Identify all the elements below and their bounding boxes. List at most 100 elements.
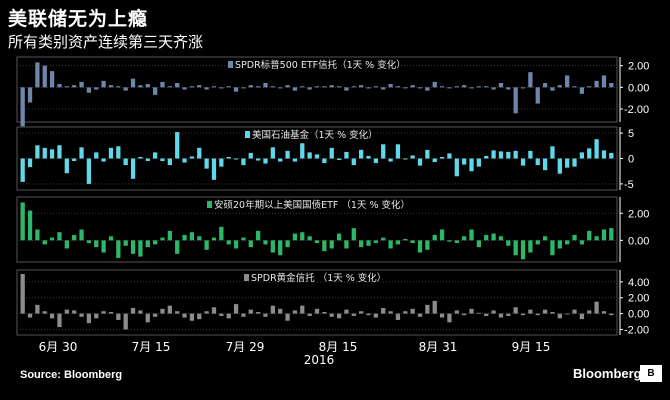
bar xyxy=(432,158,437,163)
bar xyxy=(27,158,33,168)
bar xyxy=(491,150,496,159)
bar xyxy=(211,158,217,180)
bar xyxy=(72,158,77,162)
panel-frame xyxy=(16,269,618,336)
bar xyxy=(403,158,408,160)
bar xyxy=(64,309,69,314)
bar xyxy=(138,156,143,159)
bar xyxy=(454,310,459,314)
bar xyxy=(388,84,393,88)
chart-title: 美联储无为上瘾 xyxy=(8,8,149,30)
bar xyxy=(270,147,275,159)
bar xyxy=(219,158,224,167)
bar xyxy=(609,152,614,159)
brand-logo: Bloomberg xyxy=(573,366,642,381)
bar xyxy=(27,313,33,318)
bar xyxy=(344,309,349,314)
panel-3: 2.00 0.00 安硕20年期以上美国国债ETF （1天 % 变化） xyxy=(16,196,649,263)
bar xyxy=(233,87,239,92)
bar xyxy=(300,86,305,88)
panel-frame xyxy=(16,196,618,263)
bar xyxy=(447,240,452,242)
bar xyxy=(336,233,342,241)
bar xyxy=(395,313,401,320)
bar xyxy=(542,83,548,88)
bar xyxy=(204,240,209,250)
bar xyxy=(79,81,84,88)
bar xyxy=(572,158,577,167)
bar xyxy=(410,240,415,244)
bar xyxy=(35,62,40,88)
y-tick-label: 2.00 xyxy=(628,61,649,73)
bar xyxy=(476,86,482,88)
bar xyxy=(167,230,172,241)
bar xyxy=(182,87,187,90)
bar xyxy=(130,240,136,254)
bar xyxy=(211,237,217,241)
bar xyxy=(123,313,128,330)
x-axis-year: 2016 xyxy=(304,353,335,367)
bar xyxy=(344,151,349,159)
bar xyxy=(57,145,62,159)
bar xyxy=(454,240,459,244)
bar xyxy=(447,153,452,159)
x-tick-label: 7月 15 xyxy=(132,340,171,354)
panel-2: 5 0 -5 美国石油基金（1天 % 变化） xyxy=(16,126,634,191)
bar xyxy=(138,240,143,257)
bar xyxy=(609,83,614,88)
bar xyxy=(447,87,452,89)
panel-label: SPDR黄金信托 （1天 % 变化） xyxy=(251,272,386,284)
x-tick-label: 6月 30 xyxy=(39,340,78,354)
bar xyxy=(57,313,62,328)
bar xyxy=(439,229,445,241)
y-tick-label: 0.00 xyxy=(628,309,649,321)
legend-swatch xyxy=(207,201,212,208)
bar xyxy=(484,86,489,88)
bar xyxy=(491,310,496,314)
bar xyxy=(256,230,261,241)
bar xyxy=(49,313,55,319)
bar xyxy=(351,228,356,241)
bar xyxy=(27,210,33,241)
bar xyxy=(197,85,202,88)
bar xyxy=(476,312,482,314)
bar xyxy=(314,308,320,314)
bar xyxy=(108,312,114,314)
bar xyxy=(572,234,577,241)
bar xyxy=(204,87,209,90)
bar xyxy=(565,313,570,315)
bar xyxy=(462,85,467,88)
bar xyxy=(248,309,253,314)
bar xyxy=(506,151,511,159)
bar xyxy=(94,313,99,319)
x-tick-label: 9月 15 xyxy=(512,340,551,354)
bar xyxy=(359,240,364,248)
bar xyxy=(528,240,533,253)
bar xyxy=(520,313,526,316)
bar xyxy=(256,86,261,88)
bar xyxy=(42,147,47,159)
bar xyxy=(42,240,47,245)
bar xyxy=(329,240,334,249)
bar xyxy=(484,313,489,316)
bar xyxy=(219,313,224,316)
bar xyxy=(94,87,99,90)
bar xyxy=(79,147,84,159)
bar xyxy=(94,240,99,248)
y-tick-label: 0.00 xyxy=(628,235,649,247)
bar xyxy=(160,237,165,241)
bar xyxy=(594,139,599,159)
bar xyxy=(314,240,320,244)
bar xyxy=(439,86,445,88)
bar xyxy=(565,158,570,168)
bar xyxy=(211,307,217,314)
bar xyxy=(395,86,401,88)
bar xyxy=(226,240,231,245)
bar xyxy=(491,233,496,241)
bar xyxy=(336,158,342,161)
panel-label: SPDR标普500 ETF信托（1天 % 变化） xyxy=(235,59,406,71)
bar xyxy=(300,305,305,314)
bar xyxy=(101,311,106,314)
bar xyxy=(403,238,408,241)
